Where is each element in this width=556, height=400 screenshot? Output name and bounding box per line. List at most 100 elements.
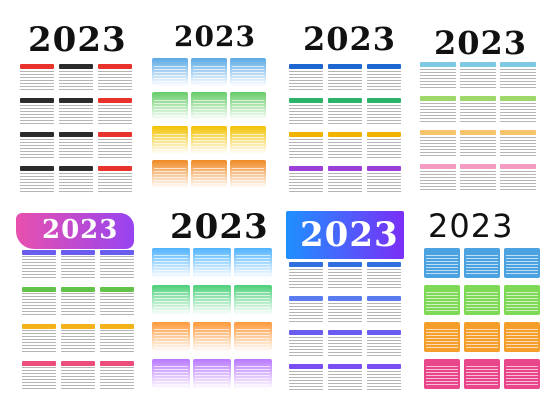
month-header	[367, 364, 401, 369]
month-header	[20, 64, 54, 69]
month-block	[367, 296, 401, 324]
month-tile-days	[154, 292, 188, 313]
month-block	[20, 64, 54, 92]
month-block	[328, 296, 362, 324]
month-header	[98, 166, 132, 171]
month-tile-days	[426, 329, 458, 350]
month-block	[460, 164, 496, 192]
month-header	[98, 132, 132, 137]
month-header	[500, 164, 536, 169]
month-days	[460, 102, 496, 124]
month-block	[61, 250, 95, 280]
month-header	[328, 132, 362, 137]
month-days	[420, 68, 456, 90]
month-tile-days	[195, 292, 229, 313]
month-header	[420, 130, 456, 135]
month-header	[61, 250, 95, 255]
calendar-year-title: 2023	[174, 20, 256, 53]
month-days	[367, 172, 401, 194]
month-days	[100, 293, 134, 317]
month-block	[289, 296, 323, 324]
calendar-year-title: 2023	[300, 215, 399, 255]
month-header	[22, 250, 56, 255]
month-block	[22, 250, 56, 280]
month-block	[367, 166, 401, 194]
month-block	[460, 96, 496, 124]
month-block	[59, 132, 93, 160]
month-header	[500, 96, 536, 101]
month-block	[460, 130, 496, 158]
month-tile-days	[154, 366, 188, 387]
month-tile	[191, 58, 227, 86]
month-tile-days	[506, 366, 538, 387]
month-tile-days	[506, 255, 538, 276]
month-header	[500, 62, 536, 67]
month-header	[61, 324, 95, 329]
month-block	[500, 96, 536, 124]
month-days	[61, 256, 95, 280]
month-block	[59, 98, 93, 126]
month-tile-days	[506, 292, 538, 313]
month-tile	[193, 322, 231, 352]
month-block	[367, 64, 401, 92]
calendar-panel-2: 2023	[150, 18, 268, 193]
month-header	[367, 166, 401, 171]
month-block	[98, 132, 132, 160]
month-tile-days	[193, 99, 225, 118]
month-header	[500, 130, 536, 135]
month-header	[420, 164, 456, 169]
calendar-panel-6: 2023	[150, 205, 276, 395]
month-header	[289, 364, 323, 369]
month-tile-days	[232, 167, 264, 186]
month-tile	[504, 248, 540, 278]
month-tile-days	[232, 99, 264, 118]
month-tile	[234, 248, 272, 278]
month-block	[420, 130, 456, 158]
month-header	[61, 361, 95, 366]
month-header	[460, 130, 496, 135]
month-days	[328, 336, 362, 358]
month-header	[367, 296, 401, 301]
month-block	[59, 166, 93, 194]
month-days	[61, 330, 95, 354]
month-tile-days	[154, 167, 186, 186]
month-block	[420, 164, 456, 192]
month-tile	[152, 92, 188, 120]
month-days	[367, 336, 401, 358]
month-block	[22, 324, 56, 354]
month-block	[100, 361, 134, 391]
month-days	[460, 68, 496, 90]
month-block	[61, 361, 95, 391]
month-tile-days	[154, 329, 188, 350]
month-days	[20, 172, 54, 194]
month-tile-days	[236, 292, 270, 313]
month-header	[20, 166, 54, 171]
month-tile-days	[236, 255, 270, 276]
month-days	[289, 302, 323, 324]
month-header	[328, 64, 362, 69]
month-tile-days	[466, 292, 498, 313]
month-days	[367, 138, 401, 160]
month-block	[289, 364, 323, 392]
month-tile	[424, 359, 460, 389]
calendar-panel-5: 2023	[14, 205, 136, 395]
month-block	[61, 324, 95, 354]
month-tile	[424, 248, 460, 278]
month-header	[367, 330, 401, 335]
month-block	[367, 262, 401, 290]
month-block	[100, 250, 134, 280]
month-days	[328, 104, 362, 126]
month-tile	[234, 359, 272, 389]
month-tile	[152, 285, 190, 315]
month-days	[328, 302, 362, 324]
month-tile	[504, 359, 540, 389]
month-tile-days	[466, 329, 498, 350]
month-days	[460, 136, 496, 158]
month-header	[59, 166, 93, 171]
month-header	[59, 132, 93, 137]
month-tile	[191, 126, 227, 154]
month-days	[367, 70, 401, 92]
month-block	[500, 62, 536, 90]
month-header	[460, 96, 496, 101]
month-block	[367, 132, 401, 160]
